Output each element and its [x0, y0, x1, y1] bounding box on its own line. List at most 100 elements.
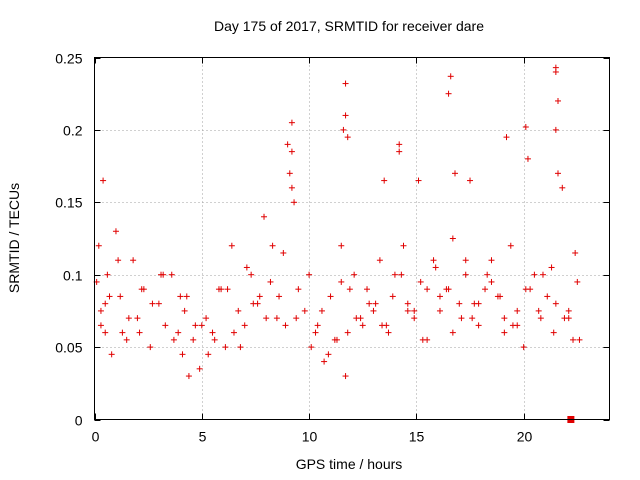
data-points — [93, 64, 583, 423]
data-point — [211, 336, 218, 343]
y-tick-label: 0.1 — [63, 268, 83, 284]
data-point — [338, 242, 345, 249]
x-tick-labels: 0 5 10 15 20 — [92, 429, 533, 445]
data-point — [432, 264, 439, 271]
data-point — [520, 344, 527, 351]
data-point — [452, 170, 458, 177]
data-point — [475, 322, 482, 329]
data-point — [572, 249, 579, 256]
data-point — [514, 307, 521, 314]
data-point — [404, 300, 411, 307]
data-point — [288, 184, 295, 191]
data-point — [381, 177, 388, 184]
data-point — [522, 124, 529, 131]
data-point — [276, 293, 283, 300]
data-point — [424, 286, 431, 293]
data-point — [235, 307, 242, 314]
data-point — [503, 134, 510, 141]
data-point — [158, 271, 165, 278]
x-tick-label: 20 — [517, 429, 533, 445]
data-point — [467, 177, 474, 184]
data-point — [284, 141, 291, 148]
data-point — [346, 286, 353, 293]
data-point — [108, 351, 115, 358]
data-point — [301, 307, 308, 314]
data-point — [147, 344, 154, 351]
data-point — [449, 235, 456, 242]
data-point — [559, 184, 566, 191]
data-point — [364, 286, 371, 293]
data-point — [286, 170, 293, 177]
data-point — [576, 336, 583, 343]
data-point — [501, 329, 508, 336]
data-point — [331, 336, 338, 343]
data-point — [484, 271, 491, 278]
data-point — [97, 307, 104, 314]
data-point — [430, 257, 437, 264]
data-point — [462, 271, 469, 278]
data-point — [280, 249, 287, 256]
data-point — [555, 170, 561, 177]
data-point — [261, 213, 268, 220]
data-point — [123, 336, 130, 343]
data-point — [241, 322, 248, 329]
data-point — [552, 126, 559, 133]
data-point — [544, 293, 551, 300]
data-point — [550, 329, 557, 336]
data-point — [501, 315, 508, 322]
data-point — [138, 286, 145, 293]
data-point — [306, 271, 313, 278]
data-point — [175, 329, 182, 336]
data-point — [100, 177, 107, 184]
data-point — [552, 300, 559, 307]
data-point — [385, 329, 392, 336]
data-point — [162, 322, 169, 329]
data-point — [524, 155, 531, 162]
data-point — [179, 351, 186, 358]
data-point — [282, 322, 289, 329]
data-point — [203, 315, 210, 322]
data-point — [293, 315, 300, 322]
data-point — [366, 300, 373, 307]
data-point — [497, 293, 504, 300]
data-point — [561, 315, 568, 322]
data-point — [104, 271, 111, 278]
data-point — [445, 90, 452, 97]
data-point — [509, 322, 516, 329]
data-point — [248, 271, 255, 278]
data-point — [338, 278, 345, 285]
data-point — [351, 271, 358, 278]
data-point — [458, 315, 465, 322]
data-point — [117, 293, 124, 300]
data-point — [419, 336, 426, 343]
data-point — [177, 293, 184, 300]
data-point — [149, 300, 156, 307]
data-point — [548, 264, 555, 271]
data-point — [256, 293, 263, 300]
data-point — [552, 64, 559, 71]
data-point — [198, 322, 205, 329]
data-point — [267, 278, 274, 285]
data-point — [417, 278, 424, 285]
data-point — [359, 322, 366, 329]
data-point — [224, 286, 231, 293]
data-point — [185, 373, 192, 380]
data-point — [445, 286, 452, 293]
data-point — [112, 228, 119, 235]
data-point — [342, 80, 349, 87]
data-point — [482, 286, 489, 293]
data-point — [415, 177, 422, 184]
data-point — [471, 300, 478, 307]
data-point — [222, 344, 229, 351]
data-point — [522, 286, 529, 293]
data-point — [400, 242, 407, 249]
data-point — [447, 73, 454, 80]
data-point — [342, 112, 349, 119]
data-point — [288, 148, 295, 155]
data-point — [488, 257, 495, 264]
data-point — [555, 97, 561, 104]
data-point — [370, 307, 377, 314]
data-point — [190, 336, 197, 343]
data-point — [565, 307, 572, 314]
x-tick-label: 15 — [409, 429, 425, 445]
